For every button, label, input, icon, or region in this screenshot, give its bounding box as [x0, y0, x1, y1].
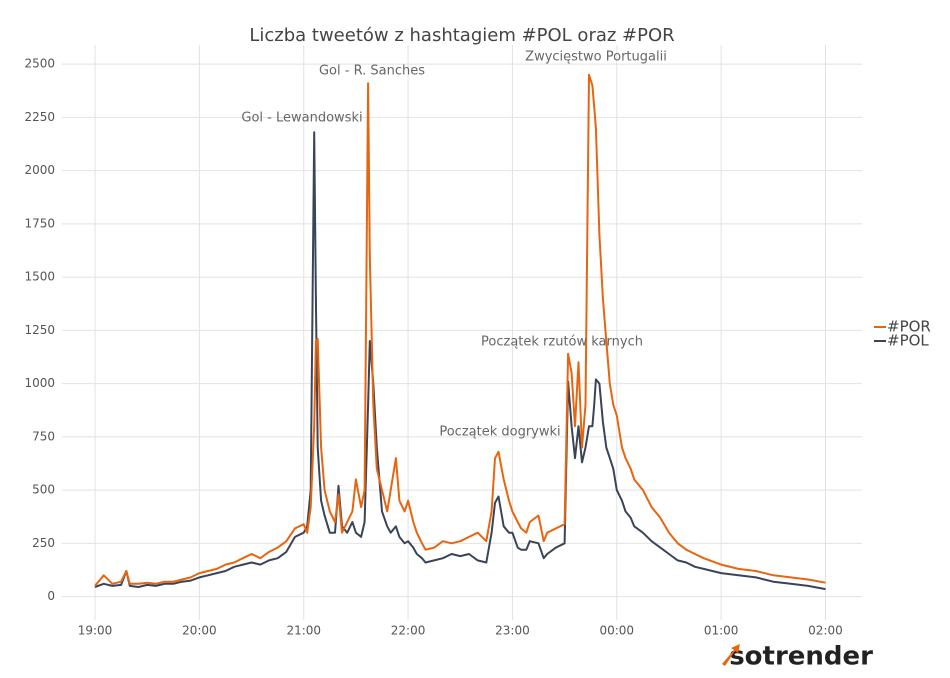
- y-tick-label: 2000: [24, 163, 55, 177]
- x-tick-label: 19:00: [78, 624, 113, 638]
- annotation: Początek rzutów karnych: [481, 335, 643, 350]
- annotation: Gol - Lewandowski: [241, 111, 362, 126]
- y-tick-label: 750: [32, 429, 55, 443]
- y-tick-label: 1000: [24, 376, 55, 390]
- y-tick-label: 250: [32, 536, 55, 550]
- annotation: Początek dogrywki: [439, 425, 560, 440]
- y-tick-label: 2500: [24, 57, 55, 71]
- legend-label: #POL: [887, 332, 929, 350]
- chart-title: Liczba tweetów z hashtagiem #POL oraz #P…: [249, 25, 674, 46]
- x-tick-label: 23:00: [495, 624, 530, 638]
- y-tick-label: 1250: [24, 323, 55, 337]
- logo-icon: [722, 644, 740, 666]
- series-line: [94, 131, 826, 591]
- x-tick-label: 00:00: [599, 624, 634, 638]
- legend-label: #POR: [887, 318, 931, 336]
- series-line: [94, 73, 826, 587]
- x-tick-label: 21:00: [286, 624, 321, 638]
- y-tick-label: 0: [47, 589, 55, 603]
- x-tick-label: 01:00: [704, 624, 739, 638]
- x-tick-label: 20:00: [182, 624, 217, 638]
- x-tick-label: 22:00: [391, 624, 426, 638]
- x-tick-label: 02:00: [808, 624, 843, 638]
- y-tick-label: 500: [32, 483, 55, 497]
- annotation: Gol - R. Sanches: [319, 64, 425, 79]
- y-tick-label: 2250: [24, 110, 55, 124]
- y-tick-label: 1750: [24, 216, 55, 230]
- annotation: Zwycięstwo Portugalii: [525, 50, 667, 65]
- y-tick-label: 1500: [24, 270, 55, 284]
- logo: sotrender: [729, 642, 873, 672]
